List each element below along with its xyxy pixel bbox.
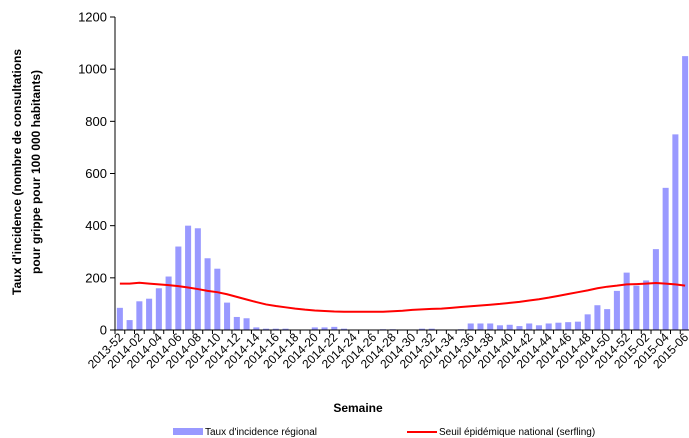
- bar: [594, 305, 601, 330]
- bar: [467, 323, 474, 330]
- bar: [487, 323, 494, 330]
- bar: [672, 134, 679, 330]
- bar: [224, 302, 231, 330]
- legend-line-label: Seuil épidémique national (serfling): [439, 427, 595, 438]
- y-tick-label: 200: [85, 270, 107, 285]
- x-axis-title: Semaine: [333, 401, 383, 415]
- bar: [126, 320, 133, 330]
- axes: [114, 17, 689, 331]
- bar: [662, 187, 669, 330]
- y-axis-title-line1: Taux d'incidence (nombre de consultation…: [10, 49, 24, 295]
- bar: [516, 326, 523, 330]
- bar: [584, 314, 591, 330]
- y-axis-ticks: 0 200 400 600 800 1000 1200: [78, 10, 115, 338]
- threshold-line: [119, 281, 686, 313]
- bar: [428, 328, 435, 330]
- y-tick-label: 800: [85, 114, 107, 129]
- bar: [175, 246, 182, 330]
- bar: [555, 322, 562, 330]
- bar: [136, 301, 143, 330]
- bar: [146, 298, 153, 330]
- legend-bar-label: Taux d'incidence régional: [205, 427, 317, 438]
- bar: [282, 328, 289, 330]
- bar: [155, 288, 162, 330]
- bar: [477, 323, 484, 330]
- legend: Taux d'incidence régional Seuil épidémiq…: [173, 427, 595, 438]
- bar: [613, 290, 620, 330]
- bar: [526, 323, 533, 330]
- bar: [506, 324, 513, 330]
- bar: [633, 285, 640, 330]
- bar: [331, 326, 338, 330]
- y-axis-title-line2: pour grippe pour 100 000 habitants): [29, 70, 43, 274]
- bar: [545, 323, 552, 330]
- bar: [165, 276, 172, 330]
- bar: [496, 325, 503, 330]
- bar: [341, 328, 348, 330]
- bar: [623, 272, 630, 330]
- bar-series: [116, 56, 689, 330]
- y-tick-label: 400: [85, 218, 107, 233]
- bar: [604, 309, 611, 330]
- x-axis-ticks: 2013-522014-022014-042014-062014-082014-…: [85, 330, 689, 371]
- y-tick-label: 1200: [78, 10, 107, 25]
- y-tick-label: 0: [100, 323, 107, 338]
- bar: [574, 321, 581, 330]
- y-tick-label: 1000: [78, 62, 107, 77]
- bar: [253, 327, 260, 330]
- bar: [652, 249, 659, 330]
- bar: [682, 56, 689, 330]
- bar: [272, 328, 279, 330]
- bar: [565, 322, 572, 330]
- bar: [185, 225, 192, 330]
- bar: [418, 328, 426, 330]
- y-tick-label: 600: [85, 166, 107, 181]
- bar: [535, 325, 542, 330]
- bar: [311, 327, 318, 330]
- bar: [243, 318, 250, 330]
- bar: [116, 307, 123, 330]
- legend-bar-swatch: [173, 428, 203, 435]
- bar: [233, 316, 240, 330]
- bar: [263, 328, 270, 330]
- bar: [204, 258, 211, 330]
- bar: [643, 280, 650, 330]
- bar: [321, 327, 328, 330]
- bar: [214, 268, 221, 330]
- bar: [194, 228, 201, 330]
